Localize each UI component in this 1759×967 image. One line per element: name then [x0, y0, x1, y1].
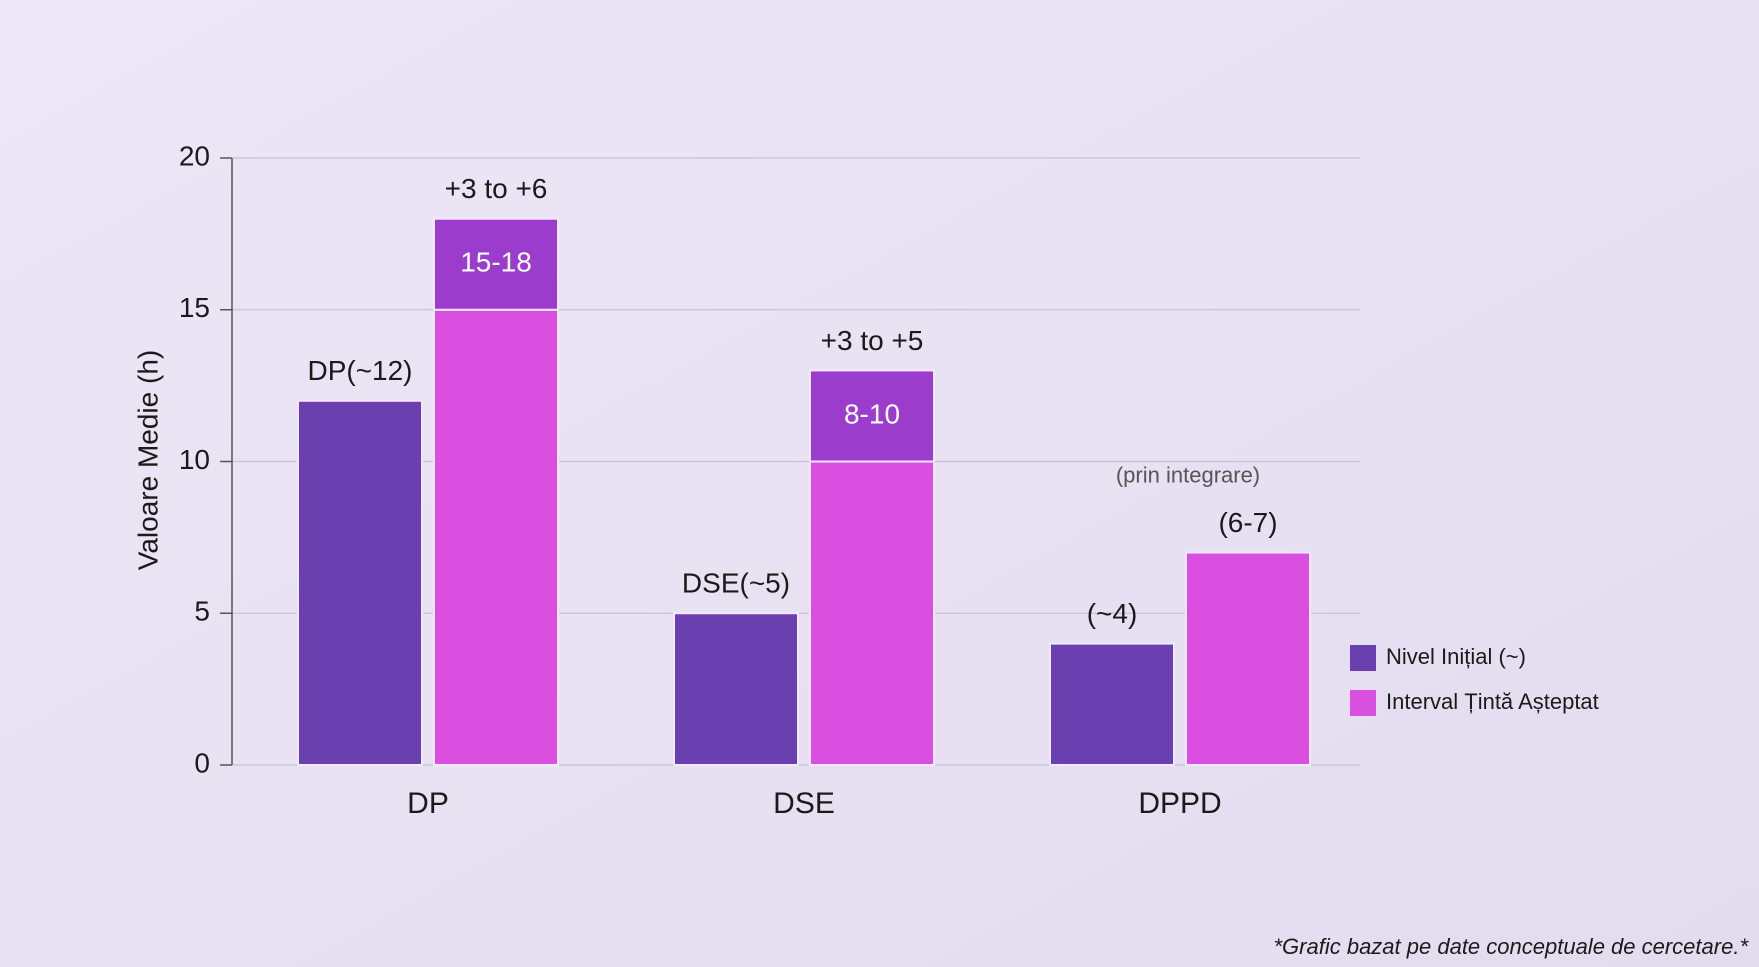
y-tick-label: 15 — [179, 292, 210, 323]
bar — [1050, 644, 1174, 765]
footnote: *Grafic bazat pe date conceptuale de cer… — [1273, 934, 1749, 959]
x-tick-label: DP — [407, 787, 449, 820]
data-label: (~4) — [1087, 598, 1138, 629]
data-label: DP(~12) — [307, 355, 412, 386]
chart: Valoare Medie (h) *Grafic bazat pe date … — [0, 0, 1759, 967]
data-label: +3 to +6 — [445, 173, 548, 204]
data-label: DSE(~5) — [682, 568, 790, 599]
y-tick-label: 10 — [179, 444, 210, 475]
y-tick-label: 5 — [194, 596, 210, 627]
bar — [298, 401, 422, 765]
range-label: 15-18 — [460, 247, 532, 278]
bar — [810, 462, 934, 766]
y-tick-label: 20 — [179, 140, 210, 171]
x-tick-label: DPPD — [1138, 787, 1221, 820]
data-label: +3 to +5 — [821, 325, 924, 356]
y-axis-label: Valoare Medie (h) — [132, 350, 163, 570]
bar — [1186, 553, 1310, 765]
legend-label: Nivel Inițial (~) — [1386, 644, 1526, 669]
note: (prin integrare) — [1116, 462, 1260, 487]
range-label: 8-10 — [844, 398, 900, 429]
legend-swatch — [1350, 645, 1376, 671]
bar — [434, 310, 558, 765]
legend-swatch — [1350, 690, 1376, 716]
y-tick-label: 0 — [194, 747, 210, 778]
page: Valoare Medie (h) *Grafic bazat pe date … — [0, 0, 1759, 967]
bar — [674, 613, 798, 765]
data-label: (6-7) — [1218, 507, 1277, 538]
legend-label: Interval Țintă Așteptat — [1386, 689, 1599, 714]
x-tick-label: DSE — [773, 787, 835, 820]
